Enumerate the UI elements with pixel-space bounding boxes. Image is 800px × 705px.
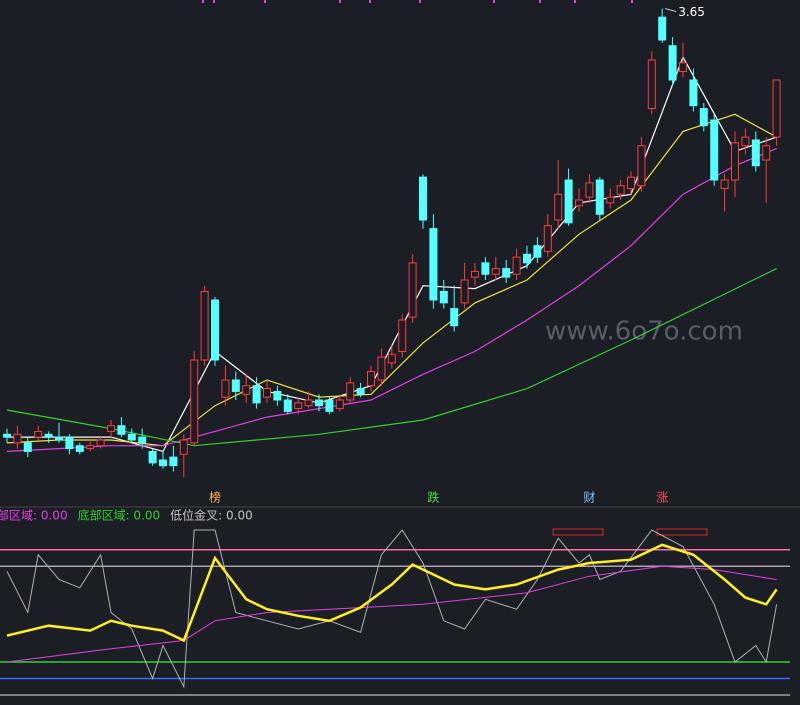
candle-body	[107, 425, 115, 432]
candle-body	[34, 430, 43, 438]
candle-body	[179, 439, 188, 455]
candle-body	[23, 442, 32, 452]
candle-body	[75, 445, 84, 452]
candle-body	[221, 379, 230, 398]
candle-body	[637, 145, 646, 187]
high-label: 3.65	[678, 5, 705, 19]
candle-body	[263, 388, 271, 398]
watermark: www.6o7o.com	[545, 317, 743, 347]
candle-body	[13, 433, 22, 444]
candle-body	[408, 262, 417, 318]
candle-body	[377, 356, 386, 381]
candle-body	[159, 459, 167, 467]
candle-body	[710, 119, 719, 181]
candle-body	[169, 456, 178, 467]
candle-body	[772, 79, 781, 138]
candle-body	[294, 402, 303, 410]
zone-box	[552, 528, 604, 536]
candle-body	[668, 45, 677, 81]
candle-body	[325, 399, 334, 412]
candle-body	[471, 270, 479, 278]
candle-body	[3, 433, 11, 438]
indicator-line	[6, 529, 778, 689]
moving-average	[7, 55, 777, 453]
top-ticks	[202, 0, 633, 3]
signal-label: 财	[583, 491, 595, 505]
signal-label: 涨	[656, 490, 668, 505]
candle-body	[741, 136, 750, 147]
candle-body	[65, 436, 74, 450]
candle-body	[616, 185, 625, 195]
candle-body	[252, 385, 261, 404]
candle-body	[523, 253, 531, 264]
candle-body	[398, 319, 407, 352]
candle-body	[55, 436, 63, 441]
indicator-line	[6, 565, 777, 663]
indicator-label: 部区域: 0.00	[0, 508, 68, 523]
candle-body	[315, 399, 323, 407]
candle-body	[679, 62, 687, 72]
candle-body	[273, 390, 282, 401]
candle-body	[387, 353, 396, 364]
candle-body	[731, 142, 739, 181]
candle-body	[356, 388, 365, 395]
candle-body	[96, 439, 105, 447]
candle-body	[512, 256, 521, 275]
candle-body	[627, 176, 635, 190]
candle-body	[346, 382, 355, 401]
candle-body	[533, 245, 542, 258]
candle-body	[460, 279, 469, 304]
candle-body	[44, 433, 53, 438]
candle-body	[595, 179, 604, 215]
candle-body	[117, 425, 126, 435]
moving-average	[6, 113, 777, 447]
candle-body	[127, 433, 136, 441]
high-pointer	[665, 8, 677, 13]
candle-body	[481, 262, 490, 275]
candle-body	[304, 399, 313, 407]
candle-body	[335, 399, 344, 410]
candle-body	[419, 176, 427, 221]
candle-body	[439, 290, 448, 304]
candle-body	[283, 399, 292, 412]
candle-body	[720, 179, 729, 190]
candle-body	[554, 193, 563, 221]
candle-body	[647, 59, 656, 110]
candle-body	[211, 299, 219, 361]
candle-body	[689, 79, 698, 107]
candle-body	[543, 225, 552, 252]
candle-body	[429, 228, 438, 301]
signal-label: 跌	[427, 490, 439, 505]
zone-box	[656, 528, 708, 536]
candle-body	[585, 182, 594, 198]
indicator-label: 低位金叉: 0.00	[170, 508, 253, 523]
signal-label: 榜	[209, 490, 221, 505]
candle-body	[606, 196, 615, 204]
candle-body	[86, 445, 95, 450]
indicator-label: 底部区域: 0.00	[78, 508, 161, 523]
candle-body	[148, 450, 157, 464]
candle-body	[502, 268, 511, 278]
indicator-line	[6, 543, 778, 643]
candle-body	[450, 308, 459, 327]
moving-average	[6, 148, 777, 452]
candle-body	[575, 199, 583, 207]
candle-body	[564, 179, 573, 224]
candle-body	[367, 370, 375, 387]
candle-body	[200, 290, 209, 361]
candle-body	[699, 108, 708, 127]
candle-body	[658, 16, 667, 41]
candle-body	[762, 145, 771, 161]
candle-body	[231, 379, 240, 392]
candle-body	[751, 139, 760, 167]
candle-body	[138, 436, 147, 444]
candle-body	[190, 359, 199, 444]
candle-body	[491, 268, 500, 275]
candle-body	[242, 385, 251, 395]
